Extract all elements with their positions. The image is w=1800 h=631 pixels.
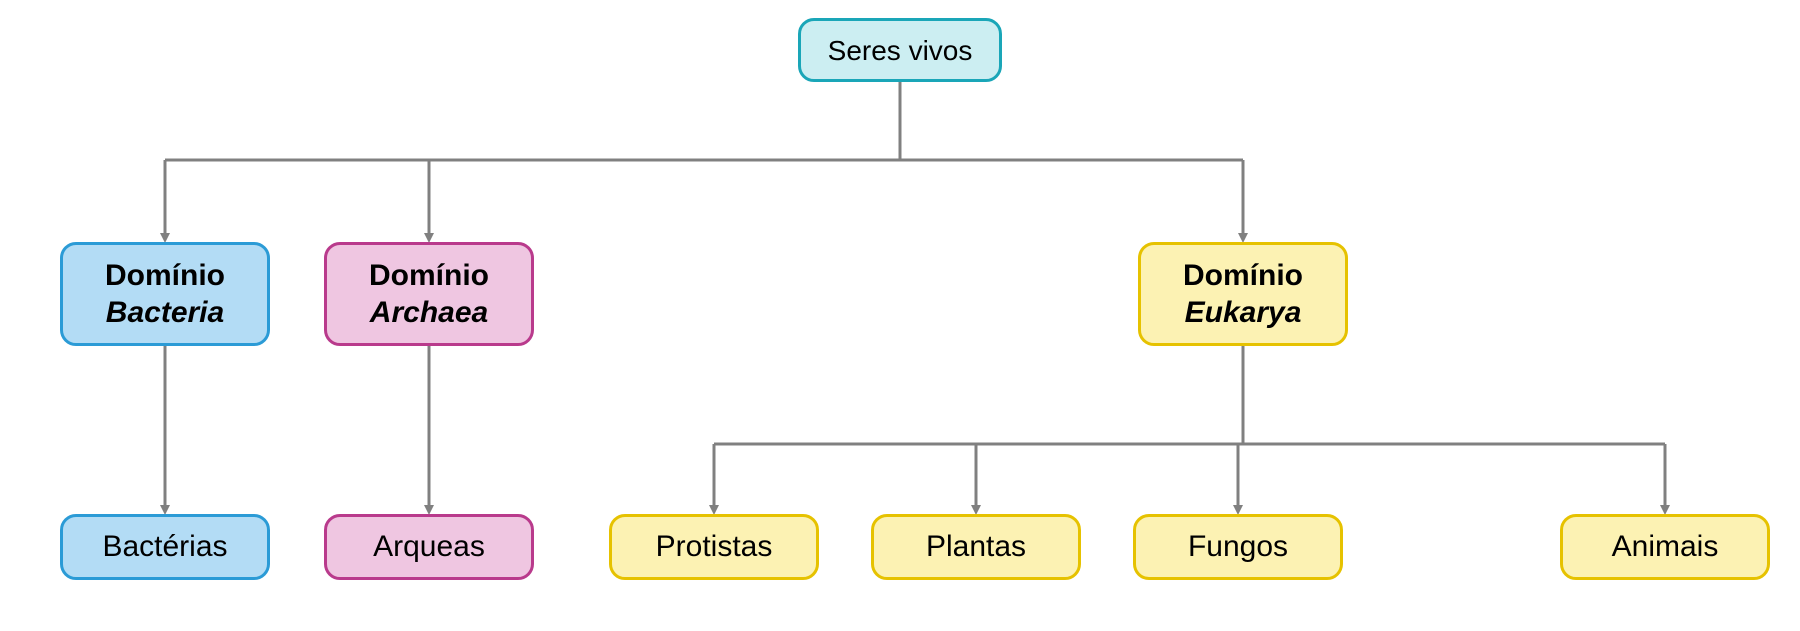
- node-bacteria_domain: DomínioBacteria: [60, 242, 270, 346]
- node-eukarya_domain: DomínioEukarya: [1138, 242, 1348, 346]
- node-arqueas: Arqueas: [324, 514, 534, 580]
- node-label: Animais: [1612, 528, 1719, 566]
- node-label-line1: Domínio: [369, 257, 489, 295]
- node-bacterias: Bactérias: [60, 514, 270, 580]
- node-root: Seres vivos: [798, 18, 1002, 82]
- node-label: Plantas: [926, 528, 1026, 566]
- node-label-line2: Archaea: [370, 294, 488, 332]
- node-label-line1: Domínio: [1183, 257, 1303, 295]
- node-label-line2: Eukarya: [1185, 294, 1302, 332]
- node-label: Protistas: [656, 528, 773, 566]
- node-label: Fungos: [1188, 528, 1288, 566]
- node-animais: Animais: [1560, 514, 1770, 580]
- node-label-line2: Bacteria: [106, 294, 224, 332]
- node-label: Arqueas: [373, 528, 485, 566]
- node-archaea_domain: DomínioArchaea: [324, 242, 534, 346]
- node-label-line1: Domínio: [105, 257, 225, 295]
- node-label: Seres vivos: [828, 33, 973, 68]
- node-fungos: Fungos: [1133, 514, 1343, 580]
- node-protistas: Protistas: [609, 514, 819, 580]
- node-plantas: Plantas: [871, 514, 1081, 580]
- node-label: Bactérias: [102, 528, 227, 566]
